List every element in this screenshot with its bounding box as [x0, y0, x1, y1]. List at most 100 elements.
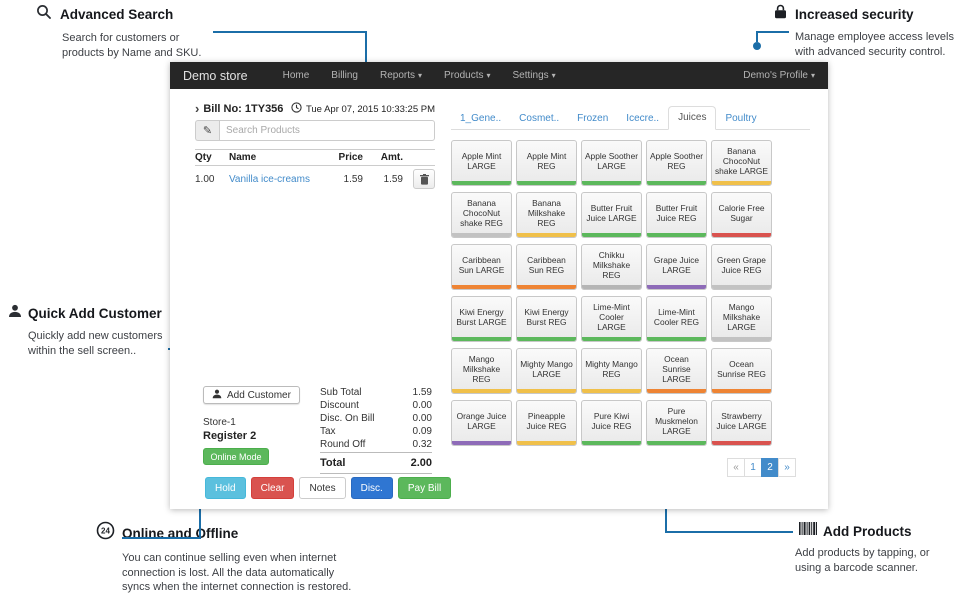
clear-button[interactable]: Clear — [250, 477, 295, 499]
product-tile-label: Butter Fruit Juice LARGE — [586, 203, 637, 223]
connector-add-products — [666, 531, 793, 533]
page-button-next[interactable]: » — [778, 458, 796, 477]
product-tile-pure-muskmelon-large[interactable]: Pure Muskmelon LARGE — [646, 400, 707, 446]
product-tile-label: Mango Milkshake LARGE — [722, 302, 761, 332]
product-tile-label: Pure Muskmelon LARGE — [655, 406, 698, 436]
product-tile-apple-mint-reg[interactable]: Apple Mint REG — [516, 140, 577, 186]
svg-text:24: 24 — [101, 527, 110, 536]
product-tile-strawberry-juice-large[interactable]: Strawberry Juice LARGE — [711, 400, 772, 446]
tab-juices[interactable]: Juices — [668, 106, 717, 130]
nav-item-billing[interactable]: Billing — [320, 62, 369, 89]
notes-button[interactable]: Notes — [299, 477, 346, 499]
search-icon — [36, 4, 52, 25]
product-tile-label: Banana ChocoNut shake REG — [460, 198, 503, 228]
nav-item-reports[interactable]: Reports ▾ — [369, 62, 433, 89]
chevron-right-icon[interactable]: › — [195, 101, 200, 116]
product-tile-ocean-sunrise-large[interactable]: Ocean Sunrise LARGE — [646, 348, 707, 394]
product-tile-label: Apple Mint REG — [526, 151, 567, 171]
callout-body: Search for customers or products by Name… — [62, 32, 202, 59]
product-tile-banana-choconut-shake-reg[interactable]: Banana ChocoNut shake REG — [451, 192, 512, 238]
product-tile-banana-choconut-shake-large[interactable]: Banana ChocoNut shake LARGE — [711, 140, 772, 186]
callout-body: Quickly add new customers within the sel… — [28, 330, 163, 357]
tab-cosmet[interactable]: Cosmet.. — [519, 113, 560, 124]
item-name-link[interactable]: Vanilla ice-creams — [229, 173, 310, 185]
nav-item-home[interactable]: Home — [272, 62, 321, 89]
tab-frozen[interactable]: Frozen — [577, 113, 609, 124]
page-button-2[interactable]: 2 — [761, 458, 779, 477]
product-tile-caribbean-sun-large[interactable]: Caribbean Sun LARGE — [451, 244, 512, 290]
product-tile-mighty-mango-large[interactable]: Mighty Mango LARGE — [516, 348, 577, 394]
connector-dot-increased-security — [753, 42, 761, 50]
nav-item-label: Reports — [379, 70, 415, 81]
product-tile-grape-juice-large[interactable]: Grape Juice LARGE — [646, 244, 707, 290]
product-color-bar — [647, 233, 706, 237]
summary-label: Discount — [320, 400, 359, 411]
pay-bill-button[interactable]: Pay Bill — [397, 477, 452, 499]
summary-label: Disc. On Bill — [320, 413, 375, 424]
page-button-1[interactable]: 1 — [744, 458, 762, 477]
product-tile-pineapple-juice-reg[interactable]: Pineapple Juice REG — [516, 400, 577, 446]
product-tile-orange-juice-large[interactable]: Orange Juice LARGE — [451, 400, 512, 446]
summary-value: 0.32 — [412, 439, 432, 450]
product-color-bar — [452, 441, 511, 445]
search-products-input[interactable] — [219, 120, 435, 141]
dropdown-caret-icon: ▾ — [418, 71, 423, 80]
product-tile-mighty-mango-reg[interactable]: Mighty Mango REG — [581, 348, 642, 394]
product-tile-label: Caribbean Sun REG — [527, 255, 566, 275]
product-tile-lime-mint-cooler-reg[interactable]: Lime-Mint Cooler REG — [646, 296, 707, 342]
summary-row-disc-on-bill: Disc. On Bill 0.00 — [320, 412, 432, 425]
pagination: «1 2» — [727, 458, 796, 477]
page-button-prev[interactable]: « — [727, 458, 745, 477]
barcode-icon — [799, 522, 817, 540]
total-label: Total — [320, 457, 346, 469]
column-header-amt: Amt. — [380, 152, 403, 163]
product-tile-apple-soother-large[interactable]: Apple Soother LARGE — [581, 140, 642, 186]
nav-item-label: Settings — [512, 70, 549, 81]
product-tile-calorie-free-sugar[interactable]: Calorie Free Sugar — [711, 192, 772, 238]
online-mode-button[interactable]: Online Mode — [203, 448, 269, 465]
profile-menu[interactable]: Demo's Profile ▾ — [743, 70, 815, 81]
nav-item-settings[interactable]: Settings ▾ — [502, 62, 567, 89]
product-tile-kiwi-energy-burst-large[interactable]: Kiwi Energy Burst LARGE — [451, 296, 512, 342]
callout-online-offline: 24 Online and Offline You can continue s… — [96, 521, 351, 595]
product-tile-butter-fruit-juice-reg[interactable]: Butter Fruit Juice REG — [646, 192, 707, 238]
product-tile-lime-mint-cooler-large[interactable]: Lime-Mint Cooler LARGE — [581, 296, 642, 342]
product-grid: Apple Mint LARGE Apple Mint REG Apple Soot… — [451, 140, 773, 446]
product-tile-apple-mint-large[interactable]: Apple Mint LARGE — [451, 140, 512, 186]
summary-row-tax: Tax 0.09 — [320, 425, 432, 438]
product-tile-pure-kiwi-juice-reg[interactable]: Pure Kiwi Juice REG — [581, 400, 642, 446]
edit-search-button[interactable]: ✎ — [195, 120, 219, 141]
product-tile-ocean-sunrise-reg[interactable]: Ocean Sunrise REG — [711, 348, 772, 394]
tab-poultry[interactable]: Poultry — [725, 113, 757, 124]
product-tile-butter-fruit-juice-large[interactable]: Butter Fruit Juice LARGE — [581, 192, 642, 238]
product-color-bar — [647, 337, 706, 341]
product-tile-caribbean-sun-reg[interactable]: Caribbean Sun REG — [516, 244, 577, 290]
delete-item-button[interactable] — [413, 169, 435, 189]
product-tile-mango-milkshake-reg[interactable]: Mango Milkshake REG — [451, 348, 512, 394]
product-tile-kiwi-energy-burst-reg[interactable]: Kiwi Energy Burst REG — [516, 296, 577, 342]
store-name: Store-1 — [203, 417, 236, 428]
bill-summary: Sub Total 1.59 Discount 0.00 Disc. On Bill 0.… — [320, 386, 432, 451]
hold-button[interactable]: Hold — [205, 477, 246, 499]
product-color-bar — [582, 441, 641, 445]
tab-1-gene[interactable]: 1_Gene.. — [460, 113, 502, 124]
callout-add-products: Add Products Add products by tapping, or… — [795, 522, 930, 575]
product-tile-label: Pure Kiwi Juice REG — [591, 411, 632, 431]
nav-item-products[interactable]: Products ▾ — [433, 62, 501, 89]
bill-datetime: Tue Apr 07, 2015 10:33:25 PM — [291, 102, 435, 116]
nav-item-label: Billing — [331, 70, 358, 81]
product-tile-apple-soother-reg[interactable]: Apple Soother REG — [646, 140, 707, 186]
product-tile-label: Butter Fruit Juice REG — [655, 203, 698, 223]
product-color-bar — [582, 389, 641, 393]
product-color-bar — [582, 181, 641, 185]
nav-item-label: Products — [444, 70, 484, 81]
product-tile-mango-milkshake-large[interactable]: Mango Milkshake LARGE — [711, 296, 772, 342]
bill-actions: Hold Clear Notes Disc. Pay Bill — [205, 477, 452, 499]
product-color-bar — [712, 337, 771, 341]
add-customer-button[interactable]: Add Customer — [203, 386, 300, 404]
tab-icecre[interactable]: Icecre.. — [626, 113, 660, 124]
product-tile-banana-milkshake-reg[interactable]: Banana Milkshake REG — [516, 192, 577, 238]
product-tile-chikku-milkshake-reg[interactable]: Chikku Milkshake REG — [581, 244, 642, 290]
disc-button[interactable]: Disc. — [350, 477, 393, 499]
product-tile-green-grape-juice-reg[interactable]: Green Grape Juice REG — [711, 244, 772, 290]
